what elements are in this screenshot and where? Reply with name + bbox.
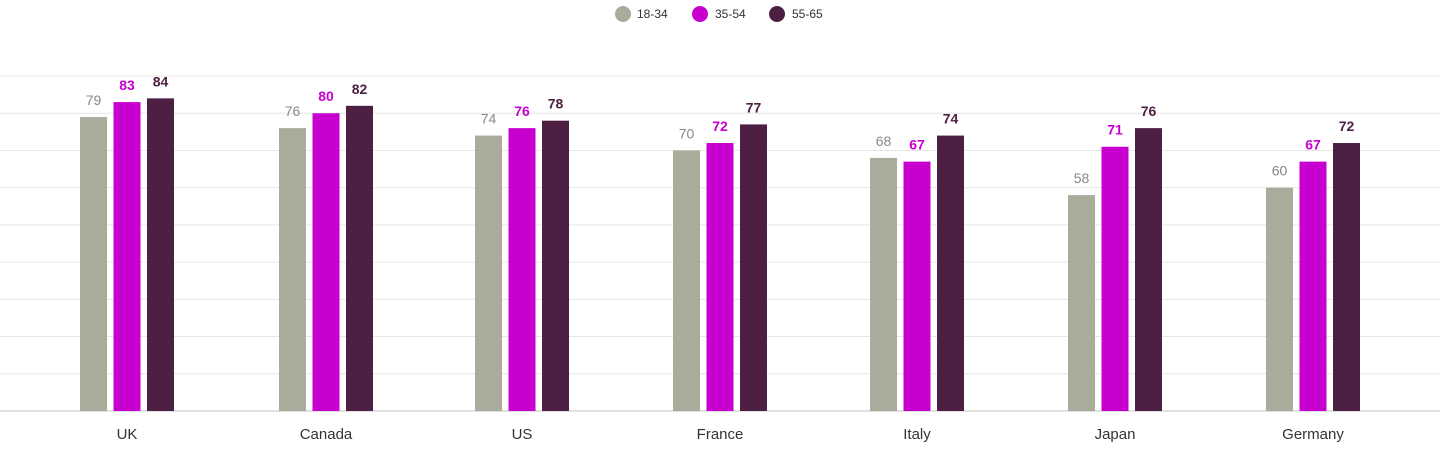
legend-swatch xyxy=(769,6,785,22)
x-tick-label: Japan xyxy=(1095,426,1136,443)
bar-italy-18-34 xyxy=(870,157,897,411)
bar-canada-18-34 xyxy=(279,128,306,412)
bar-uk-35-54 xyxy=(113,102,141,411)
data-label-germany-18-34: 60 xyxy=(1272,163,1288,179)
bar-france-55-65 xyxy=(740,124,767,411)
data-label-canada-18-34: 76 xyxy=(285,103,301,119)
data-label-france-55-65: 77 xyxy=(746,99,762,115)
x-axis-tick-labels: UK Canada US France Italy Japan Germany xyxy=(117,426,1345,443)
data-label-italy-35-54: 67 xyxy=(909,137,925,153)
data-label-us-18-34: 74 xyxy=(481,111,497,127)
bar-us-55-65 xyxy=(542,120,569,412)
legend-item-55-65[interactable]: 55-65 xyxy=(769,6,823,22)
bar-italy-55-65 xyxy=(937,135,964,411)
data-label-japan-35-54: 71 xyxy=(1107,122,1123,138)
x-tick-label: France xyxy=(697,426,744,443)
data-label-germany-35-54: 67 xyxy=(1305,137,1321,153)
data-label-germany-55-65: 72 xyxy=(1339,118,1355,134)
legend-swatch xyxy=(692,6,708,22)
bars xyxy=(80,98,1360,412)
x-tick-label: Canada xyxy=(300,426,353,443)
data-label-italy-55-65: 74 xyxy=(943,111,959,127)
data-label-us-35-54: 76 xyxy=(514,103,530,119)
data-label-france-18-34: 70 xyxy=(679,125,695,141)
bar-italy-35-54 xyxy=(903,161,931,411)
data-label-japan-18-34: 58 xyxy=(1074,170,1090,186)
bar-us-35-54 xyxy=(508,128,536,412)
data-label-us-55-65: 78 xyxy=(548,96,564,112)
data-label-uk-18-34: 79 xyxy=(86,92,102,108)
legend-label: 55-65 xyxy=(792,7,823,21)
x-tick-label: Germany xyxy=(1282,426,1344,443)
x-tick-label: UK xyxy=(117,426,138,443)
bar-japan-18-34 xyxy=(1068,195,1095,411)
data-label-uk-35-54: 83 xyxy=(119,77,135,93)
bar-canada-35-54 xyxy=(312,113,340,412)
bar-france-18-34 xyxy=(673,150,700,411)
x-tick-label: Italy xyxy=(903,426,931,443)
data-label-japan-55-65: 76 xyxy=(1141,103,1157,119)
bar-japan-55-65 xyxy=(1135,128,1162,412)
data-labels: 79 83 84 76 80 82 74 76 78 70 72 77 68 67 74 58 71 76 60 67… xyxy=(86,73,1355,186)
bar-japan-35-54 xyxy=(1101,146,1129,411)
legend-label: 35-54 xyxy=(715,7,746,21)
bar-uk-18-34 xyxy=(80,116,107,411)
bar-us-18-34 xyxy=(475,135,502,411)
data-label-canada-55-65: 82 xyxy=(352,81,368,97)
bar-germany-55-65 xyxy=(1333,143,1360,412)
data-label-uk-55-65: 84 xyxy=(153,73,169,89)
bar-canada-55-65 xyxy=(346,105,373,412)
bar-uk-55-65 xyxy=(147,98,174,412)
x-tick-label: US xyxy=(512,426,533,443)
bar-france-35-54 xyxy=(706,143,734,412)
legend-label: 18-34 xyxy=(637,7,668,21)
bar-germany-18-34 xyxy=(1266,187,1293,411)
legend: 18-34 35-54 55-65 xyxy=(615,6,823,22)
legend-swatch xyxy=(615,6,631,22)
data-label-france-35-54: 72 xyxy=(712,118,728,134)
data-label-italy-18-34: 68 xyxy=(876,133,892,149)
legend-item-35-54[interactable]: 35-54 xyxy=(692,6,746,22)
bar-germany-35-54 xyxy=(1299,161,1327,411)
data-label-canada-35-54: 80 xyxy=(318,88,334,104)
legend-item-18-34[interactable]: 18-34 xyxy=(615,6,668,22)
